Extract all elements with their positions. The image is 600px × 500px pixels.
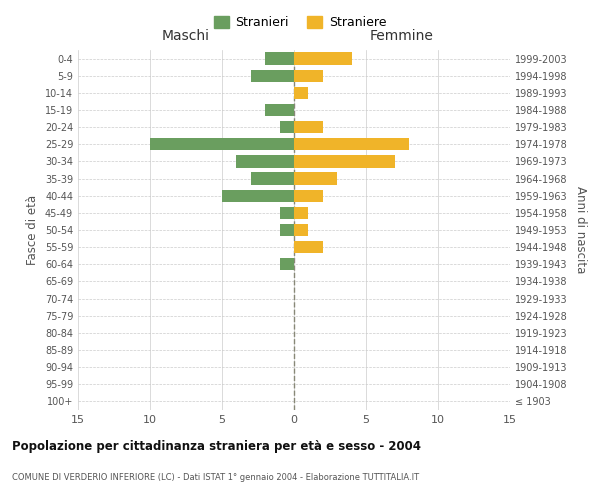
Bar	[294, 138, 409, 150]
Y-axis label: Anni di nascita: Anni di nascita	[574, 186, 587, 274]
Bar	[294, 241, 323, 254]
Bar	[236, 156, 294, 168]
Bar	[294, 86, 308, 99]
Bar	[265, 52, 294, 64]
Text: Maschi: Maschi	[162, 29, 210, 43]
Bar	[294, 52, 352, 64]
Bar	[280, 258, 294, 270]
Bar	[222, 190, 294, 202]
Text: Femmine: Femmine	[370, 29, 434, 43]
Bar	[294, 172, 337, 184]
Bar	[150, 138, 294, 150]
Bar	[251, 172, 294, 184]
Bar	[265, 104, 294, 116]
Text: Popolazione per cittadinanza straniera per età e sesso - 2004: Popolazione per cittadinanza straniera p…	[12, 440, 421, 453]
Bar	[294, 206, 308, 219]
Bar	[294, 224, 308, 236]
Bar	[280, 121, 294, 134]
Bar	[251, 70, 294, 82]
Text: COMUNE DI VERDERIO INFERIORE (LC) - Dati ISTAT 1° gennaio 2004 - Elaborazione TU: COMUNE DI VERDERIO INFERIORE (LC) - Dati…	[12, 473, 419, 482]
Legend: Stranieri, Straniere: Stranieri, Straniere	[209, 11, 391, 34]
Bar	[280, 206, 294, 219]
Bar	[294, 190, 323, 202]
Bar	[294, 156, 395, 168]
Bar	[280, 224, 294, 236]
Y-axis label: Fasce di età: Fasce di età	[26, 195, 39, 265]
Bar	[294, 70, 323, 82]
Bar	[294, 121, 323, 134]
